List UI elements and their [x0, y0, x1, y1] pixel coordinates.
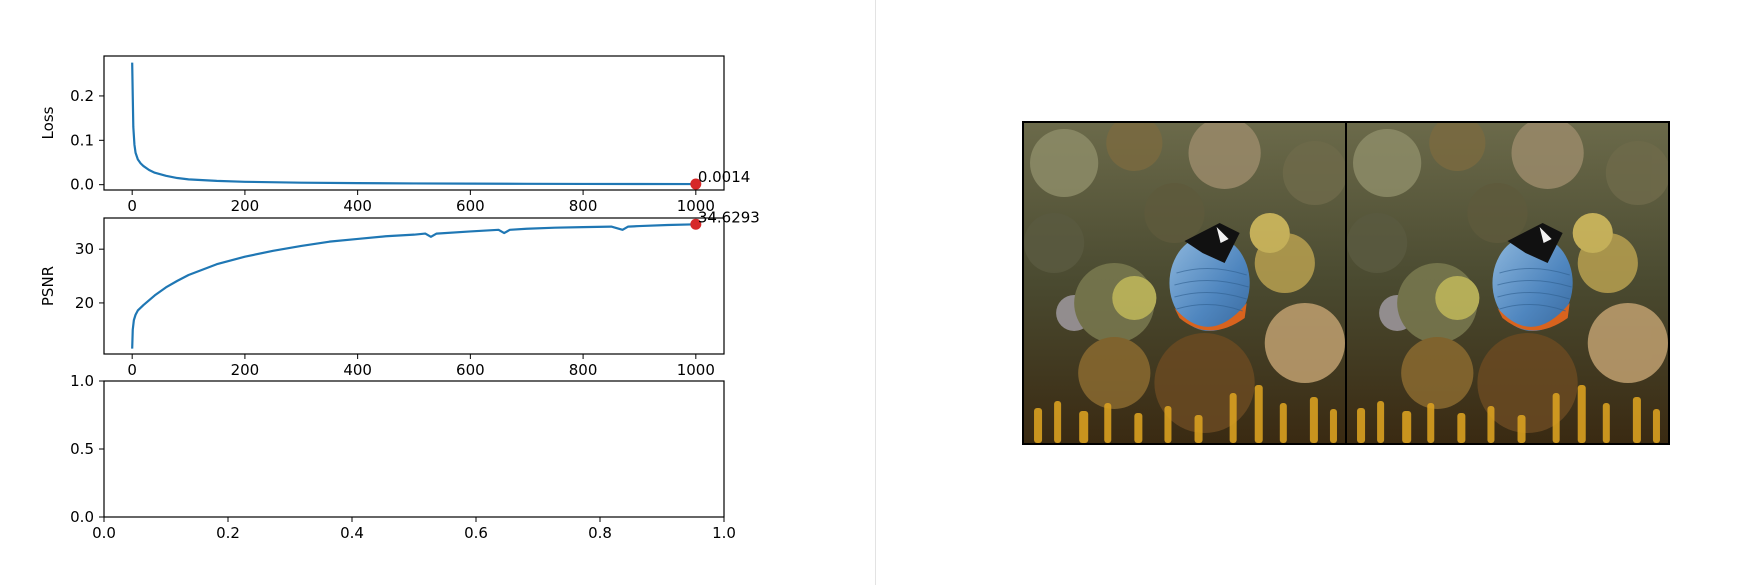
- chart-1-final-point-marker: [690, 218, 702, 230]
- chart-0-ytick-label: 0.1: [70, 131, 94, 149]
- charts-panel: 0 200 400 600 800 1000 0.0 0.1 0.2 Loss 0.0014 0 200…: [0, 0, 870, 585]
- chart-1-ylabel: PSNR: [39, 266, 57, 306]
- coral-reef-fish-image-left: [1024, 123, 1345, 443]
- chart-2-xtick-label: 0.0: [92, 524, 116, 542]
- chart-2-xtick-label: 0.6: [464, 524, 488, 542]
- image-comparison: [1022, 121, 1670, 445]
- image-right: [1345, 123, 1668, 443]
- chart-2-xtick-label: 1.0: [712, 524, 736, 542]
- chart-0-final-point-marker: [690, 178, 702, 190]
- chart-2-axes-frame: [103, 380, 725, 518]
- chart-1-xtick-label: 1000: [677, 361, 715, 379]
- chart-1-series-line: [131, 223, 696, 349]
- chart-0-xtick-label: 200: [231, 197, 260, 215]
- chart-0-xtick-label: 800: [569, 197, 598, 215]
- chart-0-xtick-label: 0: [127, 197, 137, 215]
- chart-1-xtick-label: 0: [127, 361, 137, 379]
- chart-1-xtick-label: 800: [569, 361, 598, 379]
- chart-0-xtick-label: 1000: [677, 197, 715, 215]
- chart-2-ytick-label: 0.0: [70, 508, 94, 526]
- chart-2-ytick-label: 1.0: [70, 372, 94, 390]
- chart-0-final-value-label: 0.0014: [698, 168, 751, 186]
- chart-0-ylabel: Loss: [39, 106, 57, 139]
- chart-0-ytick-label: 0.0: [70, 176, 94, 194]
- chart-0-series-line: [131, 62, 696, 186]
- chart-1-ytick-label: 30: [75, 240, 94, 258]
- chart-0-axes-frame: [103, 55, 725, 191]
- chart-1-xtick-label: 400: [343, 361, 372, 379]
- chart-2-ytick-label: 0.5: [70, 440, 94, 458]
- image-left: [1024, 123, 1345, 443]
- chart-0-ytick-label: 0.2: [70, 87, 94, 105]
- chart-0-xtick-label: 600: [456, 197, 485, 215]
- chart-1-axes-frame: [103, 217, 725, 355]
- chart-1-final-value-label: 34.6293: [698, 208, 760, 226]
- chart-0-xtick-label: 400: [343, 197, 372, 215]
- panel-divider: [875, 0, 876, 585]
- chart-2-xtick-label: 0.2: [216, 524, 240, 542]
- chart-1-xtick-label: 200: [231, 361, 260, 379]
- chart-2-xtick-label: 0.8: [588, 524, 612, 542]
- chart-1-xtick-label: 600: [456, 361, 485, 379]
- chart-2-xtick-label: 0.4: [340, 524, 364, 542]
- chart-1-ytick-label: 20: [75, 294, 94, 312]
- coral-reef-fish-image-right: [1347, 123, 1668, 443]
